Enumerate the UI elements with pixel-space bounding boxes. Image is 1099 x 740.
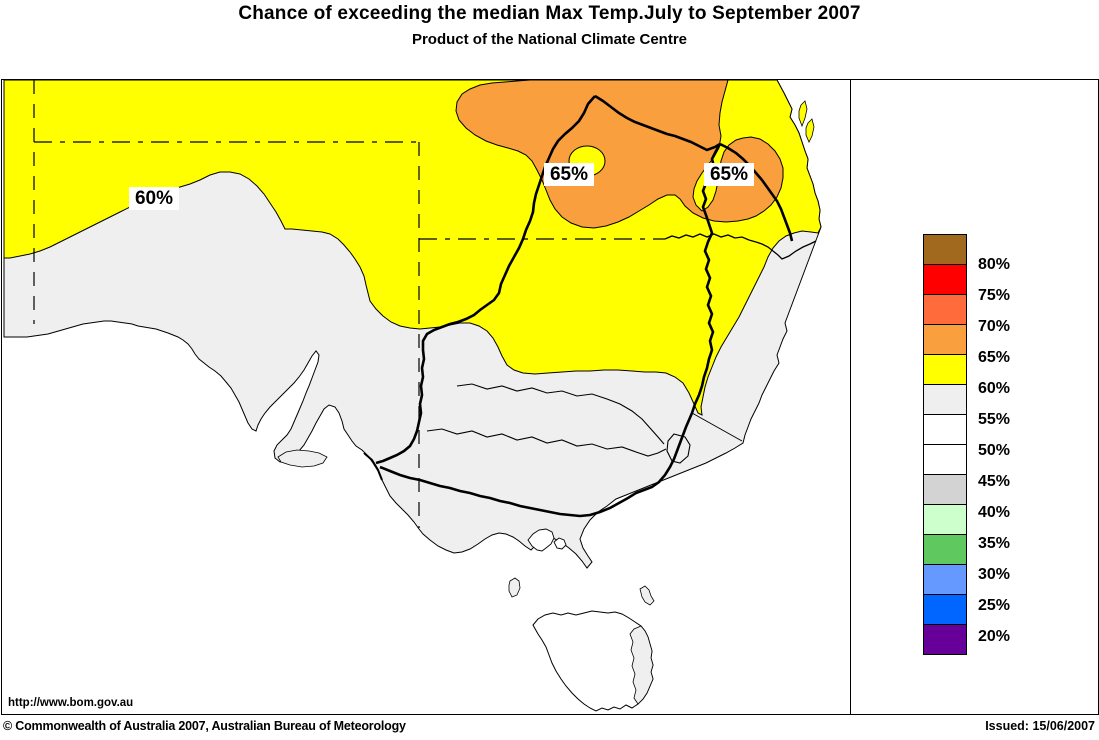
legend-label-60: 60% <box>978 380 1011 397</box>
coorong-coast <box>363 452 383 481</box>
moreton-island <box>798 100 808 128</box>
legend-label-40: 40% <box>978 504 1011 521</box>
port-phillip-bay <box>527 528 555 552</box>
basin-boundary-north <box>594 94 721 152</box>
legend-label-20: 20% <box>978 628 1011 645</box>
tasmania-east-band <box>629 625 654 705</box>
flinders-island <box>639 585 655 606</box>
map-canvas: 60% 65% 65% http://www.bom.gov.au <box>2 79 850 714</box>
river-murrumbidgee <box>426 428 667 457</box>
copyright-text: © Commonwealth of Australia 2007, Austra… <box>3 719 406 733</box>
page-title: Chance of exceeding the median Max Temp.… <box>238 3 861 24</box>
legend-label-75: 75% <box>978 287 1011 304</box>
legend-label-30: 30% <box>978 566 1011 583</box>
king-island <box>508 577 521 598</box>
legend-color-scale <box>923 234 967 655</box>
legend-swatch-75-80 <box>923 264 967 295</box>
kangaroo-island <box>277 449 328 468</box>
legend-label-25: 25% <box>978 597 1011 614</box>
basin-boundary-west <box>375 95 596 465</box>
contour-label-65-east: 65% <box>704 163 754 186</box>
bom-url-text: http://www.bom.gov.au <box>8 697 134 709</box>
contour-label-65-west: 65% <box>544 163 594 186</box>
legend-swatch-45-50 <box>923 444 967 475</box>
legend-swatch-55-60 <box>923 384 967 415</box>
legend-swatch-65-70 <box>923 324 967 355</box>
legend-swatch-30-35 <box>923 534 967 565</box>
legend-swatch-below-20 <box>923 624 967 655</box>
legend-swatch-40-45 <box>923 474 967 505</box>
contour-label-60: 60% <box>129 187 179 210</box>
legend-label-70: 70% <box>978 318 1011 335</box>
legend-swatch-50-55 <box>923 414 967 445</box>
legend-label-45: 45% <box>978 473 1011 490</box>
stradbroke-island <box>805 118 815 143</box>
issued-date-text: Issued: 15/06/2007 <box>985 719 1095 733</box>
legend-label-50: 50% <box>978 442 1011 459</box>
legend-swatch-above-80 <box>923 234 967 265</box>
western-port-bay <box>553 537 567 550</box>
river-lachlan <box>456 383 665 445</box>
legend-label-35: 35% <box>978 535 1011 552</box>
legend-swatch-25-30 <box>923 564 967 595</box>
page-subtitle: Product of the National Climate Centre <box>411 31 688 48</box>
map-figure-frame: 60% 65% 65% http://www.bom.gov.au 80% 75… <box>1 79 1099 715</box>
legend-label-65: 65% <box>978 349 1011 366</box>
legend-swatch-35-40 <box>923 504 967 535</box>
legend-swatch-20-25 <box>923 594 967 625</box>
state-border-qld-nsw-river <box>664 233 817 260</box>
contour-region-65 <box>455 79 784 229</box>
map-legend-divider <box>850 80 851 714</box>
act-border <box>666 433 691 464</box>
state-border-nsw-vic-east <box>691 412 743 442</box>
legend-swatch-60-65 <box>923 354 967 385</box>
legend-swatch-70-75 <box>923 294 967 325</box>
legend-label-55: 55% <box>978 411 1011 428</box>
legend-label-80: 80% <box>978 256 1011 273</box>
river-darling-east <box>719 142 794 242</box>
